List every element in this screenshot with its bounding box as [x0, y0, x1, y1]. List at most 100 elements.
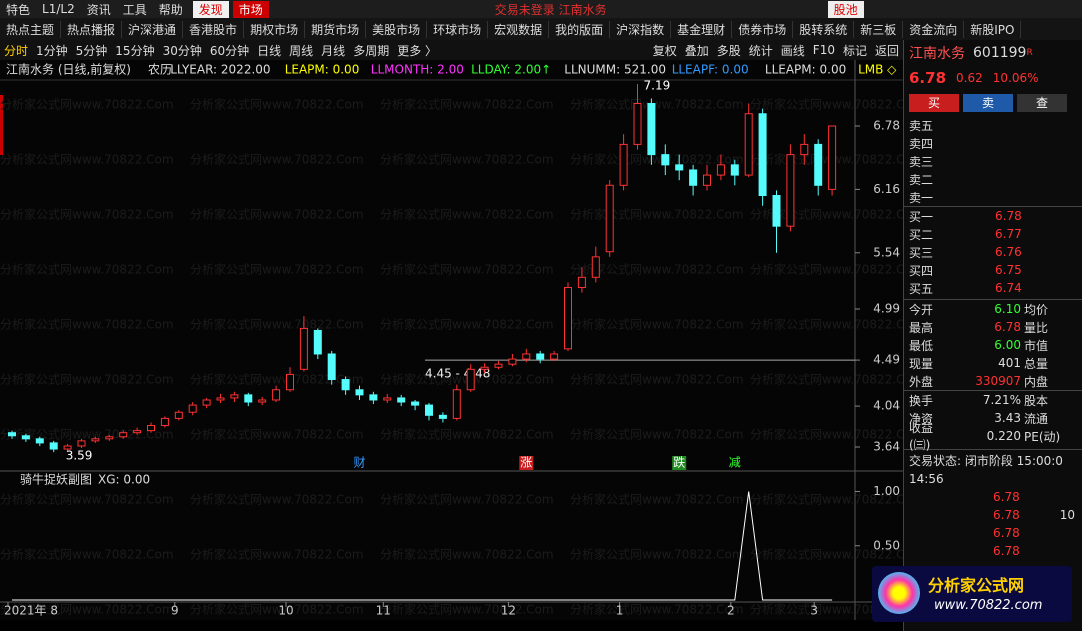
candle-body [591, 256, 600, 278]
watermark: 分析家公式网www.70822.Com [190, 317, 364, 332]
nav-item[interactable]: 我的版面 [549, 20, 611, 38]
watermark: 分析家公式网www.70822.Com [570, 427, 744, 442]
quote-price: 6.78 0.62 10.06% [904, 66, 1082, 90]
tool-button[interactable]: F10 [812, 43, 835, 57]
candle-body [91, 438, 100, 442]
quote-header: 江南水务 601199 R [904, 40, 1082, 66]
nav-item[interactable]: 新股IPO [964, 20, 1022, 38]
nav-item[interactable]: 宏观数据 [488, 20, 550, 38]
bid-price: 6.77 [995, 227, 1022, 241]
nav-item[interactable]: 沪深港通 [122, 20, 184, 38]
discover-button[interactable]: 发现 [192, 0, 229, 18]
candle-body [341, 379, 350, 391]
menu-item[interactable]: 资讯 [86, 2, 111, 17]
event-label: 财 [353, 456, 365, 470]
period-tab[interactable]: 日线 [257, 43, 282, 58]
stat-right: 市值 [1024, 338, 1049, 353]
stat-right: 总量 [1024, 356, 1049, 371]
nav-item[interactable]: 沪深指数 [610, 20, 672, 38]
ask-row: 卖一 [904, 188, 1082, 206]
candle-body [786, 154, 795, 227]
candle-body [63, 445, 72, 450]
period-tab[interactable]: 周线 [289, 43, 314, 58]
tool-button[interactable]: 返回 [874, 43, 899, 58]
watermark: 分析家公式网www.70822.Com [190, 152, 364, 167]
period-tab[interactable]: 30分钟 [162, 43, 202, 58]
watermark: 分析家公式网www.70822.Com [190, 262, 364, 277]
menu-item[interactable]: 工具 [122, 2, 147, 17]
stat-value: 0.220 [986, 429, 1021, 443]
nav-item[interactable]: 热点播报 [61, 20, 123, 38]
tool-button[interactable]: 统计 [748, 43, 773, 58]
trade-button[interactable]: 查 [1017, 94, 1067, 112]
ask-row: 卖三 [904, 152, 1082, 170]
stat-value: 7.21% [982, 393, 1021, 407]
nav-item[interactable]: 期货市场 [305, 20, 367, 38]
watermark: 分析家公式网www.70822.Com [750, 152, 903, 167]
tool-button[interactable]: 画线 [780, 43, 805, 58]
candle-body [230, 394, 239, 399]
candle-body [77, 440, 86, 447]
tool-button[interactable]: 复权 [652, 43, 677, 58]
stat-row: 现量 401 总量 [904, 354, 1082, 372]
watermark: 分析家公式网www.70822.Com [0, 492, 174, 507]
trade-button[interactable]: 买 [909, 94, 959, 112]
nav-item[interactable]: 资金流向 [903, 20, 965, 38]
period-tab[interactable]: 1分钟 [36, 43, 68, 58]
tool-button[interactable]: 叠加 [684, 43, 709, 58]
stat-label: 现量 [909, 356, 934, 371]
bid-label: 买三 [909, 245, 934, 260]
tool-button[interactable]: 多股 [716, 43, 741, 58]
menu-item[interactable]: 帮助 [158, 2, 183, 17]
event-badge [672, 456, 687, 470]
candle-body [633, 103, 642, 145]
background [0, 60, 903, 620]
pool-button[interactable]: 股池 [827, 0, 864, 18]
watermark: 分析家公式网www.70822.Com [750, 492, 903, 507]
nav-item[interactable]: 期权市场 [244, 20, 306, 38]
candle-body [452, 389, 461, 419]
bid-row: 买五 6.74 [904, 279, 1082, 297]
subchart-indicator: XG: 0.00 [98, 473, 150, 487]
ask-row: 卖五 [904, 116, 1082, 134]
stat-row: 外盘 330907 内盘 [904, 372, 1082, 390]
watermark: 分析家公式网www.70822.Com [190, 97, 364, 112]
nav-item[interactable]: 债券市场 [732, 20, 794, 38]
period-tab[interactable]: 分时 [4, 43, 29, 58]
market-button[interactable]: 市场 [232, 0, 269, 18]
nav-item[interactable]: 美股市场 [366, 20, 428, 38]
high-label: 7.19 [644, 79, 671, 93]
menu-item[interactable]: 特色 [6, 2, 31, 17]
trade-price: 6.78 [993, 526, 1020, 540]
period-tab[interactable]: 多周期 [353, 43, 390, 58]
watermark: 分析家公式网www.70822.Com [380, 427, 554, 442]
nav-item[interactable]: 基金理财 [671, 20, 733, 38]
stat-value: 3.43 [994, 411, 1021, 425]
trade-button[interactable]: 卖 [963, 94, 1013, 112]
menu-item[interactable]: L1/L2 [42, 2, 75, 16]
watermark: 分析家公式网www.70822.Com [570, 152, 744, 167]
period-tab[interactable]: 5分钟 [75, 43, 108, 58]
x-tick-label: 1 [616, 604, 624, 618]
watermark: 分析家公式网www.70822.Com [0, 97, 174, 112]
candle-body [536, 353, 545, 360]
candle-body [327, 353, 336, 381]
nav-item[interactable]: 热点主题 [0, 20, 62, 38]
nav-item[interactable]: 股转系统 [793, 20, 855, 38]
stat-right: 均价 [1024, 302, 1049, 317]
stat-label: 最低 [909, 338, 934, 353]
stat-value: 6.00 [994, 338, 1021, 352]
ask-label: 卖二 [909, 172, 934, 187]
period-tab[interactable]: 月线 [321, 43, 346, 58]
tool-button[interactable]: 标记 [842, 43, 867, 58]
candle-body [661, 154, 670, 166]
trade-row: 6.78 [904, 488, 1082, 506]
candle-body [800, 143, 809, 156]
divider [904, 206, 1082, 207]
period-tab[interactable]: 15分钟 [115, 43, 155, 58]
nav-item[interactable]: 新三板 [854, 20, 904, 38]
nav-item[interactable]: 香港股市 [183, 20, 245, 38]
period-tab[interactable]: 60分钟 [209, 43, 250, 58]
period-tab[interactable]: 更多 〉 [397, 43, 438, 58]
nav-item[interactable]: 环球市场 [427, 20, 489, 38]
